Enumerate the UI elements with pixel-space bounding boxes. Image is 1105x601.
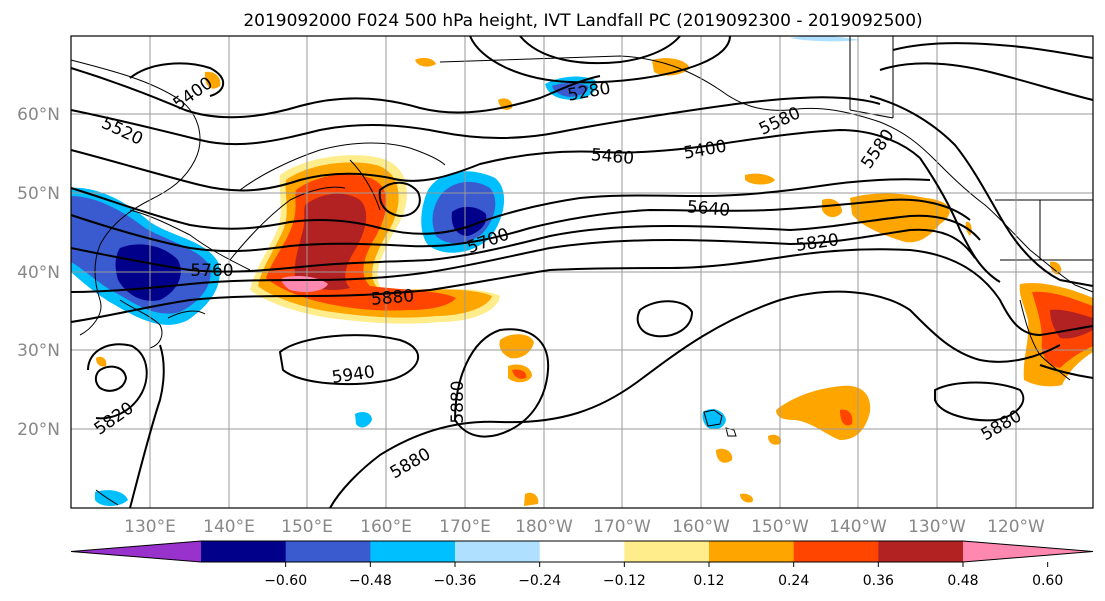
lon-label-170w: 170°W xyxy=(593,517,651,537)
lon-label-140e: 140°E xyxy=(203,517,255,537)
contour-label-5640: 5640 xyxy=(686,197,731,221)
lon-label-140w: 140°W xyxy=(829,517,887,537)
lat-label-60n: 60°N xyxy=(17,105,60,125)
colorbar-tick-label: −0.48 xyxy=(349,573,392,589)
colorbar-tick-label: 0.48 xyxy=(947,573,978,589)
lon-label-120w: 120°W xyxy=(987,517,1045,537)
lon-label-170e: 170°E xyxy=(439,517,491,537)
colorbar-tick-label: −0.24 xyxy=(518,573,561,589)
contour-label-5880-vert: 5880 xyxy=(448,380,468,423)
lon-label-160w: 160°W xyxy=(672,517,730,537)
colorbar-extend-high xyxy=(963,541,1093,562)
lon-label-130w: 130°W xyxy=(908,517,966,537)
lon-label-160e: 160°E xyxy=(360,517,412,537)
lat-label-20n: 20°N xyxy=(17,420,60,440)
colorbar-block xyxy=(878,541,964,562)
colorbar-tick-label: 0.12 xyxy=(693,573,724,589)
colorbar-block xyxy=(624,541,710,562)
lat-label-30n: 30°N xyxy=(17,341,60,361)
colorbar-block xyxy=(793,541,879,562)
colorbar-tick-label: −0.12 xyxy=(603,573,646,589)
map-panel: 5400 5520 5280 5460 5400 5580 5580 5640 … xyxy=(70,35,1094,509)
contour-label-5880-mid: 5880 xyxy=(370,286,415,310)
colorbar-tick-label: 0.60 xyxy=(1032,573,1063,589)
graticule xyxy=(71,36,1093,508)
ivt-shading xyxy=(71,35,1093,506)
colorbar-tick-label: −0.36 xyxy=(434,573,477,589)
colorbar-block xyxy=(709,541,795,562)
map-frame xyxy=(70,35,1094,509)
colorbar-blocks xyxy=(70,540,1094,563)
colorbar-tick-label: 0.24 xyxy=(778,573,809,589)
colorbar-block xyxy=(455,541,541,562)
contour-label-5760: 5760 xyxy=(190,261,233,281)
lat-label-40n: 40°N xyxy=(17,263,60,283)
colorbar-tick-label: 0.36 xyxy=(863,573,894,589)
colorbar-block xyxy=(201,541,287,562)
colorbar: −0.60 −0.48 −0.36 −0.24 −0.12 0.12 0.24 0.36 0.4… xyxy=(70,540,1094,589)
colorbar-block xyxy=(285,541,371,562)
lon-label-130e: 130°E xyxy=(124,517,176,537)
lon-label-180w: 180°W xyxy=(515,517,573,537)
latitude-labels: 60°N 50°N 40°N 30°N 20°N xyxy=(17,105,60,440)
lon-label-150e: 150°E xyxy=(281,517,333,537)
colorbar-extend-low xyxy=(71,541,201,562)
colorbar-block xyxy=(539,541,625,562)
colorbar-outline xyxy=(70,540,1094,563)
lat-label-50n: 50°N xyxy=(17,184,60,204)
colorbar-ticks: −0.60 −0.48 −0.36 −0.24 −0.12 0.12 0.24 0.36 0.4… xyxy=(264,562,1063,589)
colorbar-tick-label: −0.60 xyxy=(264,573,307,589)
figure-title: 2019092000 F024 500 hPa height, IVT Land… xyxy=(243,11,922,31)
contour-label-5460: 5460 xyxy=(590,145,635,169)
colorbar-block xyxy=(370,541,456,562)
height-contours xyxy=(70,35,1094,509)
longitude-labels: 130°E 140°E 150°E 160°E 170°E 180°W 170°… xyxy=(124,517,1045,537)
lon-label-150w: 150°W xyxy=(751,517,809,537)
